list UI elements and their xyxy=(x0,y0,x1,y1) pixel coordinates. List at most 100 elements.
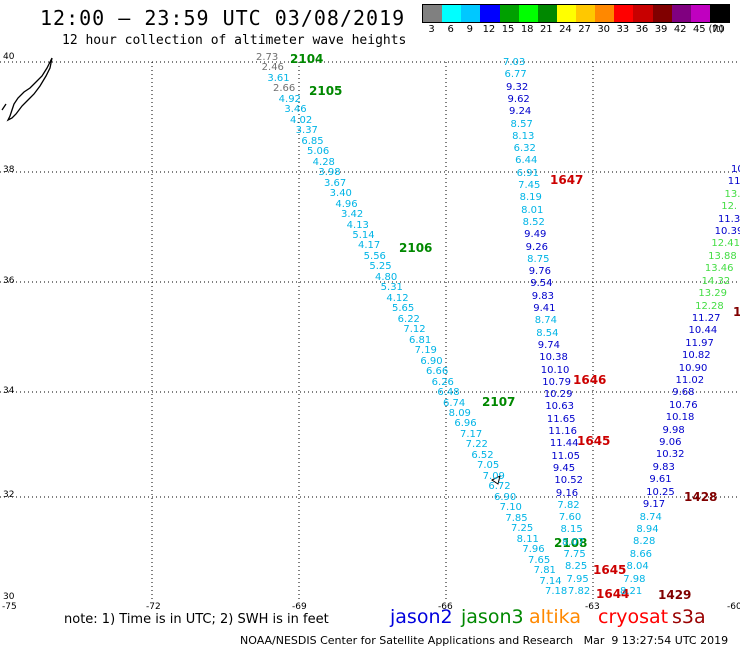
cyan-track-value: 8.09 xyxy=(448,408,471,419)
right-track-value: 11.27 xyxy=(691,312,721,324)
middle-track-value: 11.44 xyxy=(549,438,579,450)
latitude-label: 38 xyxy=(3,165,15,175)
cyan-track-value: 5.25 xyxy=(369,261,392,273)
middle-track-value: 7.95 xyxy=(566,573,589,585)
middle-track-value: 9.45 xyxy=(552,462,576,474)
satellite-legend-item: cryosat xyxy=(598,606,669,628)
middle-track-time: 1647 xyxy=(550,173,584,187)
map-subtitle: 12 hour collection of altimeter wave hei… xyxy=(62,33,407,48)
latitude-label: 34 xyxy=(3,386,15,396)
cyan-track-value: 3.67 xyxy=(324,177,347,189)
satellite-legend-item: jason3 xyxy=(461,606,524,628)
legend-bin-label: 42 xyxy=(673,24,687,35)
cyan-track-value: 5.06 xyxy=(307,146,330,158)
middle-track-value: 8.07 xyxy=(561,536,585,548)
legend-swatch xyxy=(595,5,615,22)
right-track-value: 10.90 xyxy=(678,362,708,374)
right-track-time: 1429 xyxy=(658,588,692,602)
right-track-value: 8.04 xyxy=(626,561,649,573)
legend-bin-label: 39 xyxy=(654,24,668,35)
longitude-label: -66 xyxy=(438,602,453,612)
cyan-track-value: 7.19 xyxy=(414,345,437,357)
right-track-value: 12.28 xyxy=(695,300,724,312)
middle-track-value: 7.82 xyxy=(557,499,580,511)
longitude-label: -63 xyxy=(585,602,600,612)
cyan-track-time: 2107 xyxy=(482,395,516,409)
cyan-track-value: 6.96 xyxy=(454,418,477,430)
middle-track-time: 1646 xyxy=(573,373,607,387)
legend-swatch xyxy=(442,5,462,22)
legend-swatch xyxy=(556,5,576,22)
cyan-track-value: 7.85 xyxy=(505,512,528,524)
legend-swatch xyxy=(614,5,634,22)
right-track-value: 8.66 xyxy=(629,548,653,560)
cyan-track-value: 7.12 xyxy=(403,324,426,336)
cyan-track-time: 2108 xyxy=(554,536,588,550)
cyan-track-value: 6.85 xyxy=(301,135,324,147)
right-track-value: 7.98 xyxy=(623,573,646,585)
legend-swatch xyxy=(461,5,481,22)
cyan-track-value: 6.22 xyxy=(397,313,420,325)
cyan-track-value: 5.31 xyxy=(380,282,403,294)
cyan-track-value: 2.66 xyxy=(273,83,296,95)
cyan-track-value: 4.12 xyxy=(386,292,409,304)
right-track-value: 10.76 xyxy=(668,399,698,411)
cyan-track-value: 3.37 xyxy=(295,125,318,137)
middle-track-value: 8.13 xyxy=(512,130,535,142)
legend-bin-label: 9 xyxy=(466,24,473,35)
latitude-label: 30 xyxy=(3,592,15,602)
cyan-track-value: 6.66 xyxy=(426,366,449,378)
right-track-value: 10.44 xyxy=(688,325,718,337)
middle-track-value: 6.32 xyxy=(513,143,536,155)
latitude-label: 40 xyxy=(3,52,15,62)
legend-bin-label: 30 xyxy=(597,24,611,35)
right-track-value: 8.74 xyxy=(639,511,662,523)
legend-swatch xyxy=(690,5,710,22)
cyan-track-value: 7.17 xyxy=(460,428,483,440)
middle-track-time: 1644 xyxy=(596,587,630,601)
cyan-track-value: 4.96 xyxy=(335,198,358,210)
right-track-value: 12. xyxy=(721,201,738,213)
right-track-value: 11.97 xyxy=(685,337,714,349)
longitude-label: -69 xyxy=(292,602,307,612)
cyan-track-value: 4.02 xyxy=(290,114,313,126)
middle-track-value: 11.05 xyxy=(551,450,580,462)
right-track-value: 10.39 xyxy=(714,226,740,238)
cyan-track-value: 6.26 xyxy=(431,376,454,388)
middle-track-time: 1645 xyxy=(593,563,627,577)
middle-track-value: 8.52 xyxy=(522,216,545,228)
middle-track-value: 9.62 xyxy=(507,93,530,105)
cyan-track-value: 6.48 xyxy=(437,387,460,399)
right-track-value: 8.21 xyxy=(620,586,643,597)
right-track-value: 10.32 xyxy=(655,449,685,461)
latitude-label: 36 xyxy=(3,276,15,286)
right-track-value: 13.88 xyxy=(708,250,737,262)
middle-track-value: 8.15 xyxy=(560,524,583,536)
legend-bin-label: 24 xyxy=(559,24,572,35)
middle-track-value: 7.75 xyxy=(563,549,586,561)
cyan-track-value: 2.73 xyxy=(256,52,279,63)
cyan-track-value: 6.52 xyxy=(471,449,494,461)
satellite-legend-item: jason2 xyxy=(390,606,453,628)
legend-bin-label: 21 xyxy=(539,24,553,35)
middle-track-value: 10.38 xyxy=(539,352,568,364)
credits-footer: NOAA/NESDIS Center for Satellite Applica… xyxy=(240,634,729,647)
wave-height-color-legend xyxy=(422,4,730,23)
cyan-track-value: 5.14 xyxy=(352,230,375,241)
middle-track-value: 11.16 xyxy=(548,426,577,438)
right-track-value: 9.98 xyxy=(662,424,685,436)
right-track-time: 1 xyxy=(733,305,740,319)
cyan-track-value: 7.22 xyxy=(465,439,488,451)
right-track-value: 13. xyxy=(724,188,740,200)
middle-track-value: 10.10 xyxy=(540,364,570,376)
cyan-track-value: 7.65 xyxy=(528,554,551,566)
legend-bin-label: 15 xyxy=(501,24,515,35)
island-outline xyxy=(491,475,501,485)
cyan-track-value: 3.46 xyxy=(284,104,307,116)
cyan-track-value: 2.46 xyxy=(261,62,284,74)
cyan-track-value: 6.90 xyxy=(494,491,517,503)
legend-swatch xyxy=(652,5,672,22)
middle-track-value: 7.45 xyxy=(518,180,541,192)
middle-track-value: 10.52 xyxy=(554,475,584,487)
